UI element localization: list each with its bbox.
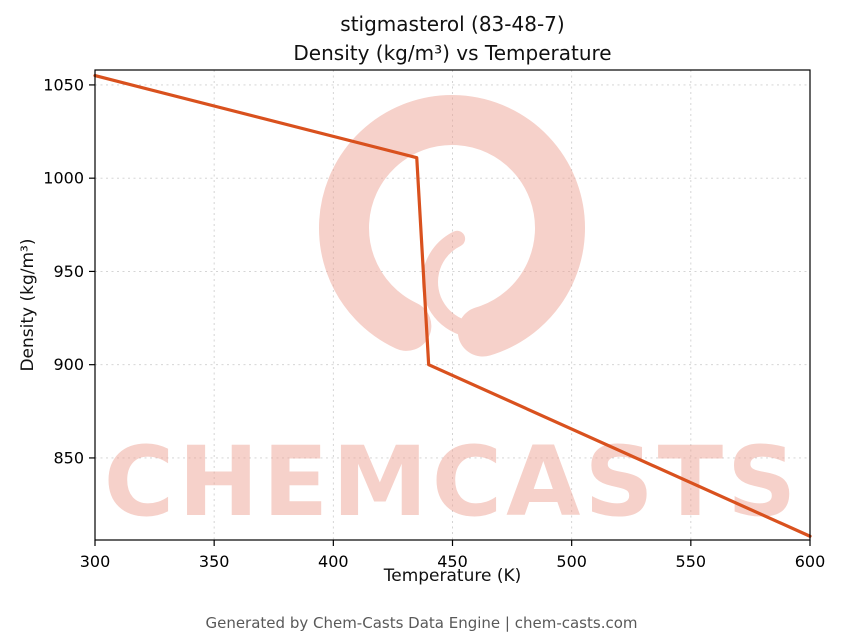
watermark-swirl-icon: [319, 95, 585, 361]
x-tick-label: 500: [556, 552, 587, 571]
x-tick-label: 350: [199, 552, 230, 571]
chart-title-line1: stigmasterol (83-48-7): [340, 12, 565, 36]
y-tick-label: 900: [53, 355, 84, 374]
y-tick-label: 1000: [43, 169, 84, 188]
watermark-text: CHEMCASTS: [104, 426, 800, 538]
chart-title-line2: Density (kg/m³) vs Temperature: [293, 41, 612, 65]
x-tick-label: 550: [676, 552, 707, 571]
y-axis-label: Density (kg/m³): [18, 238, 38, 372]
x-tick-label: 450: [437, 552, 468, 571]
x-axis-label: Temperature (K): [383, 566, 522, 586]
chart-title: stigmasterol (83-48-7) Density (kg/m³) v…: [95, 10, 810, 68]
footer-credit: Generated by Chem-Casts Data Engine | ch…: [205, 614, 638, 632]
chemcasts-watermark: CHEMCASTS: [104, 95, 800, 538]
x-tick-label: 400: [318, 552, 349, 571]
y-tick-label: 850: [53, 448, 84, 467]
x-tick-label: 300: [80, 552, 111, 571]
density-line: [93, 73, 812, 538]
y-tick-label: 950: [53, 262, 84, 281]
watermark-swirl-tail-icon: [422, 226, 534, 338]
y-tick-label: 1050: [43, 75, 84, 94]
x-tick-label: 600: [795, 552, 826, 571]
